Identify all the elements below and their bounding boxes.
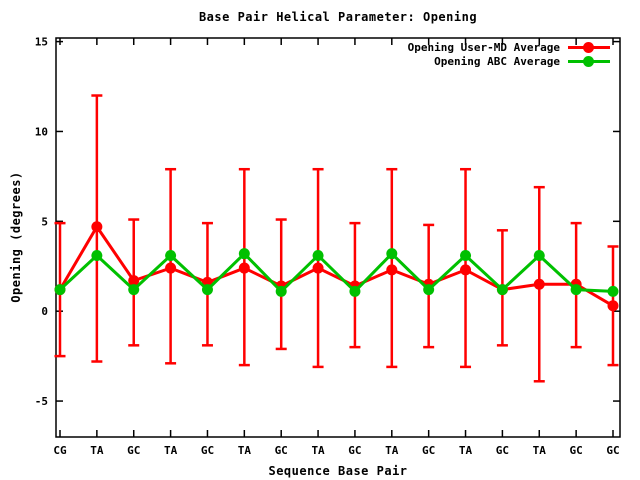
- y-tick-label: 10: [35, 125, 48, 138]
- legend-item-user-md: Opening User-MD Average: [408, 40, 610, 54]
- x-tick-label: GC: [201, 444, 214, 457]
- y-axis-title: Opening (degrees): [9, 171, 23, 303]
- series-line-user-md: [58, 223, 614, 308]
- legend-sample-user-md: [568, 41, 610, 53]
- x-tick-label: GC: [422, 444, 435, 457]
- x-tick-label: TA: [533, 444, 547, 457]
- data-point-abc: [349, 285, 361, 297]
- y-tick-label: 15: [35, 36, 48, 49]
- data-point-user-md: [91, 221, 103, 233]
- y-tick-label: 0: [41, 305, 48, 318]
- y-tick-label: 5: [41, 215, 48, 228]
- data-point-abc: [201, 284, 213, 296]
- data-point-abc: [91, 249, 103, 261]
- x-tick-label: CG: [53, 444, 67, 457]
- x-tick-label: TA: [90, 444, 104, 457]
- x-tick-label: GC: [275, 444, 288, 457]
- data-point-abc: [128, 284, 140, 296]
- data-point-abc: [533, 249, 545, 261]
- data-point-abc: [275, 285, 287, 297]
- y-tick-label: -5: [35, 395, 48, 408]
- data-point-abc: [312, 249, 324, 261]
- legend: Opening User-MD Average Opening ABC Aver…: [408, 40, 610, 68]
- x-tick-label: TA: [311, 444, 325, 457]
- plot-border: [55, 37, 621, 438]
- x-tick-label: TA: [459, 444, 473, 457]
- data-point-abc: [607, 285, 619, 297]
- legend-item-abc: Opening ABC Average: [408, 54, 610, 68]
- chart-title: Base Pair Helical Parameter: Opening: [198, 10, 478, 24]
- x-tick-label: TA: [238, 444, 252, 457]
- x-tick-label: TA: [385, 444, 399, 457]
- data-point-user-md: [607, 300, 619, 312]
- data-point-user-md: [312, 262, 324, 274]
- legend-label-abc: Opening ABC Average: [434, 54, 560, 68]
- data-point-user-md: [128, 275, 140, 287]
- x-tick-label: GC: [496, 444, 509, 457]
- data-point-abc: [238, 248, 250, 260]
- x-tick-label: GC: [127, 444, 140, 457]
- x-tick-label: GC: [606, 444, 619, 457]
- data-point-abc: [165, 249, 177, 261]
- data-point-abc: [54, 284, 66, 296]
- data-point-abc: [496, 284, 508, 296]
- data-point-user-md: [533, 278, 545, 290]
- data-point-abc: [423, 284, 435, 296]
- legend-marker-green-circle: [583, 55, 594, 67]
- x-tick-label: GC: [348, 444, 361, 457]
- data-point-user-md: [165, 262, 177, 274]
- data-point-user-md: [386, 264, 398, 276]
- legend-sample-abc: [568, 55, 610, 67]
- legend-label-user-md: Opening User-MD Average: [407, 40, 560, 54]
- data-point-abc: [386, 248, 398, 260]
- data-point-abc: [570, 284, 582, 296]
- x-tick-label: TA: [164, 444, 178, 457]
- data-point-user-md: [460, 264, 472, 276]
- data-point-user-md: [238, 262, 250, 274]
- data-point-abc: [460, 249, 472, 261]
- x-tick-label: GC: [570, 444, 583, 457]
- x-axis-title: Sequence Base Pair: [268, 464, 408, 478]
- legend-marker-red-circle: [583, 41, 594, 53]
- series-line-abc: [58, 251, 614, 294]
